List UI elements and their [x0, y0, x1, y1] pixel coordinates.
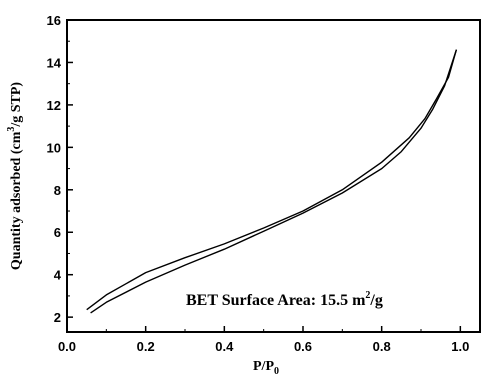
y-tick-label: 10 — [47, 140, 61, 155]
x-axis-title: P/P0 — [253, 359, 279, 377]
y-tick-label: 14 — [47, 55, 62, 70]
x-tick-label: 0.6 — [294, 339, 312, 354]
x-tick-label: 1.0 — [451, 339, 469, 354]
x-tick-label: 0.2 — [137, 339, 155, 354]
y-tick-label: 4 — [54, 268, 62, 283]
adsorption-curve — [90, 49, 458, 314]
y-axis-title: Quantity adsorbed (cm3/g STP) — [6, 82, 24, 271]
y-tick-label: 12 — [47, 98, 61, 113]
ticks-layer: 0.0 0.2 0.4 0.6 0.8 1.0 2 4 6 8 10 12 14 16 — [47, 13, 470, 354]
y-tick-label: 2 — [54, 310, 61, 325]
y-tick-label: 6 — [54, 225, 61, 240]
x-tick-label: 0.8 — [373, 339, 391, 354]
y-tick-label: 16 — [47, 13, 61, 28]
x-tick-label: 0.0 — [58, 339, 76, 354]
desorption-curve — [86, 49, 458, 311]
x-tick-label: 0.4 — [215, 339, 234, 354]
y-tick-label: 8 — [54, 183, 61, 198]
series-layer — [86, 49, 458, 314]
bet-annotation: BET Surface Area: 15.5 m2/g — [186, 290, 383, 309]
plot-frame — [66, 19, 481, 333]
